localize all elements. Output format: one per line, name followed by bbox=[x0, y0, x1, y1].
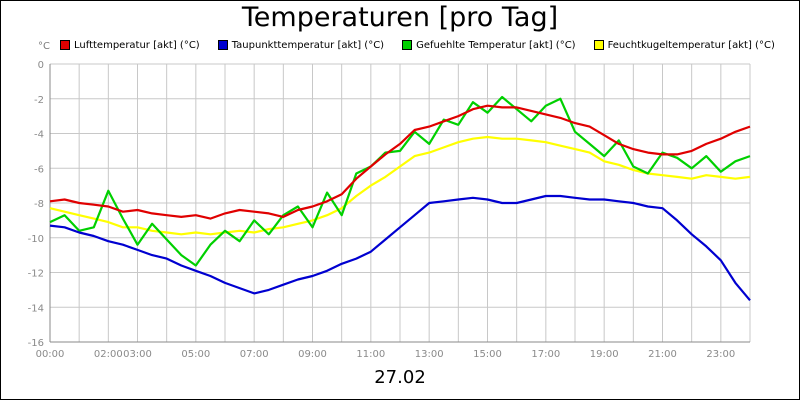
x-tick-label: 02:00 bbox=[94, 349, 123, 360]
y-tick-label: -14 bbox=[28, 303, 44, 314]
x-tick-label: 13:00 bbox=[415, 349, 444, 360]
y-tick-label: 0 bbox=[38, 60, 44, 71]
x-tick-label: 07:00 bbox=[240, 349, 269, 360]
y-axis-unit-label: °C bbox=[38, 41, 50, 52]
x-tick-label: 03:00 bbox=[123, 349, 152, 360]
series-line-dew-point bbox=[49, 194, 751, 302]
y-tick-label: -16 bbox=[28, 338, 44, 349]
legend-label-air-temperature: Lufttemperatur [akt] (°C) bbox=[74, 39, 200, 51]
x-tick-label: 09:00 bbox=[298, 349, 327, 360]
legend-swatch-felt-temperature bbox=[402, 40, 413, 50]
x-tick-label: 19:00 bbox=[590, 349, 619, 360]
legend-item-felt-temperature: Gefuehlte Temperatur [akt] (°C) bbox=[402, 38, 576, 52]
y-tick-label: -6 bbox=[34, 164, 44, 175]
y-tick-label: -12 bbox=[28, 269, 44, 280]
legend-item-air-temperature: Lufttemperatur [akt] (°C) bbox=[60, 38, 200, 52]
legend-swatch-dew-point bbox=[217, 40, 228, 50]
x-tick-label: 05:00 bbox=[181, 349, 210, 360]
y-tick-label: -4 bbox=[34, 130, 44, 141]
x-tick-label: 21:00 bbox=[648, 349, 677, 360]
x-tick-label: 15:00 bbox=[473, 349, 502, 360]
y-tick-label: -8 bbox=[34, 199, 44, 210]
legend-swatch-air-temperature bbox=[60, 40, 70, 50]
legend-item-wet-bulb: Feuchtkugeltemperatur [akt] (°C) bbox=[593, 38, 775, 52]
x-tick-label: 00:00 bbox=[36, 349, 65, 360]
series-line-air-temperature bbox=[49, 104, 751, 220]
x-tick-label: 17:00 bbox=[531, 349, 560, 360]
series-line-wet-bulb bbox=[49, 135, 751, 236]
legend: Lufttemperatur [akt] (°C) Taupunkttemper… bbox=[60, 38, 793, 52]
y-tick-label: -2 bbox=[34, 95, 44, 106]
legend-item-dew-point: Taupunkttemperatur [akt] (°C) bbox=[217, 38, 385, 52]
legend-label-felt-temperature: Gefuehlte Temperatur [akt] (°C) bbox=[416, 39, 576, 51]
legend-label-wet-bulb: Feuchtkugeltemperatur [akt] (°C) bbox=[607, 39, 775, 51]
chart-title: Temperaturen [pro Tag] bbox=[241, 2, 559, 33]
y-tick-label: -10 bbox=[28, 234, 44, 245]
series-line-felt-temperature bbox=[49, 95, 751, 267]
x-axis-date-label: 27.02 bbox=[374, 367, 426, 388]
legend-label-dew-point: Taupunkttemperatur [akt] (°C) bbox=[231, 39, 385, 51]
x-tick-label: 23:00 bbox=[706, 349, 735, 360]
x-tick-label: 11:00 bbox=[356, 349, 385, 360]
legend-swatch-wet-bulb bbox=[593, 40, 604, 50]
